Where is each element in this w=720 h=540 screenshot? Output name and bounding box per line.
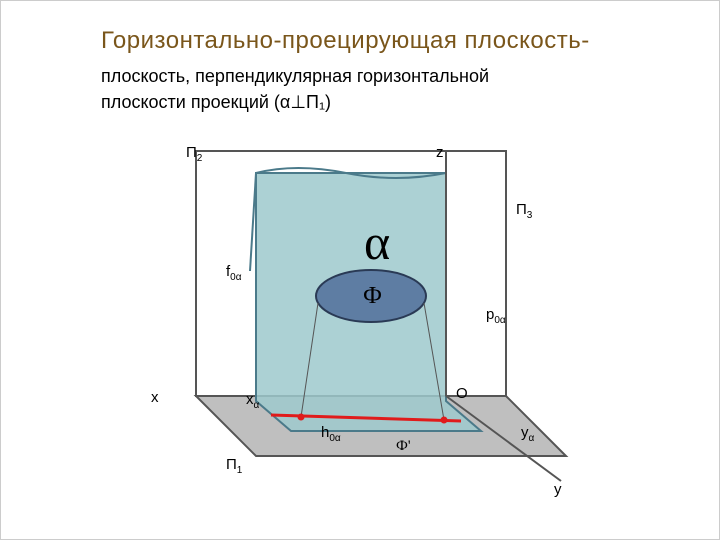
label-y-alpha: yα — [521, 424, 534, 444]
label-p0a: p0α — [486, 306, 506, 326]
label-f0a: f0α — [226, 263, 242, 283]
slide: Горизонтально-проецирующая плоскость- пл… — [0, 0, 720, 540]
label-h0a: h0α — [321, 424, 341, 444]
label-y: y — [554, 481, 562, 498]
label-x: x — [151, 389, 159, 406]
slide-subtitle: плоскость, перпендикулярная горизонтальн… — [101, 63, 489, 115]
red-dot-right — [441, 417, 448, 424]
label-p2: П2 — [186, 144, 202, 164]
subtitle-line2: плоскости проекций (α⊥П₁) — [101, 92, 331, 112]
label-alpha: α — [364, 213, 390, 271]
label-phi: Ф — [363, 283, 382, 310]
label-p3: П3 — [516, 201, 532, 221]
subtitle-line1: плоскость, перпендикулярная горизонтальн… — [101, 66, 489, 86]
slide-title: Горизонтально-проецирующая плоскость- — [101, 27, 590, 55]
label-x-alpha: xα — [246, 391, 259, 411]
label-p1: П1 — [226, 456, 242, 476]
diagram: П2 z П3 α Ф p0α f0α x xα O h0α Ф' yα П1 … — [146, 141, 576, 501]
label-z: z — [436, 144, 444, 161]
diagram-svg — [146, 141, 576, 501]
red-dot-left — [298, 414, 305, 421]
label-o: O — [456, 385, 468, 402]
label-phi-prime: Ф' — [396, 438, 411, 455]
